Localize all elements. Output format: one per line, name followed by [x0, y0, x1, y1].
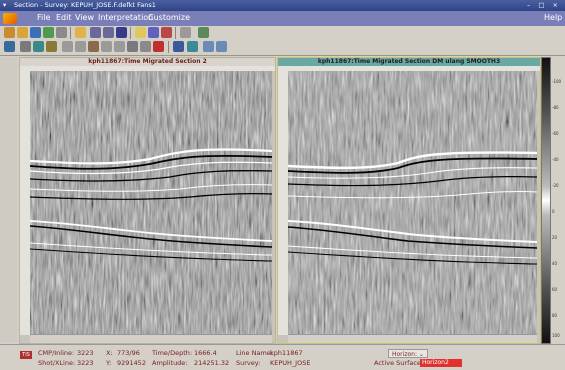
colorbar-tick: 20 — [552, 235, 558, 240]
time-axis — [20, 71, 30, 335]
window-titlebar: ▾ Section - Survey: KEPUH_JOSE.F.defkt F… — [0, 0, 565, 11]
toolbar-separator — [70, 27, 71, 39]
menubar: File Edit View Interpretation Customize … — [0, 11, 565, 26]
colorbar-tick: -20 — [552, 183, 559, 188]
select-icon[interactable] — [75, 41, 86, 52]
toolbar-separator — [175, 27, 176, 39]
horizon-dropdown[interactable]: Horizon: ⌄ — [388, 349, 428, 358]
line-name-value: kph11867 — [270, 349, 303, 357]
colorbar-tick: -60 — [552, 131, 559, 136]
x-label: X: — [106, 349, 113, 357]
seismic-section-1[interactable] — [30, 71, 272, 335]
colorbar-tick: -100 — [552, 79, 562, 84]
panel-title: kph11867:Time Migrated Section 2 — [20, 58, 275, 66]
left-strip — [0, 57, 17, 342]
zoom-out-icon[interactable] — [103, 27, 114, 38]
app-logo-icon — [3, 13, 17, 24]
help-cursor-icon[interactable] — [62, 41, 73, 52]
toolbar-separator — [168, 41, 169, 53]
menu-customize[interactable]: Customize — [148, 13, 190, 22]
fault-pick-icon[interactable] — [161, 27, 172, 38]
print-icon[interactable] — [56, 27, 67, 38]
menu-interpretation[interactable]: Interpretation — [98, 13, 154, 22]
zoom-fit-icon[interactable] — [116, 27, 127, 38]
list-icon[interactable] — [180, 27, 191, 38]
trace-axis — [20, 66, 275, 71]
pencil-icon[interactable] — [88, 41, 99, 52]
amplitude-value: 214251.32 — [194, 359, 230, 367]
time-axis — [278, 71, 288, 335]
settings-icon[interactable] — [198, 27, 209, 38]
panel-title: kph11867:Time Migrated Section DM ulang … — [278, 58, 540, 66]
cmp-label: CMP/Inline: — [38, 349, 75, 357]
menu-help[interactable]: Help — [544, 13, 563, 22]
section-panel-1: kph11867:Time Migrated Section 2 — [19, 57, 276, 344]
colorbar-tick: 100 — [552, 333, 560, 338]
amplitude-label: Amplitude: — [152, 359, 188, 367]
line-icon[interactable] — [127, 41, 138, 52]
move-icon[interactable] — [46, 41, 57, 52]
menu-file[interactable]: File — [37, 13, 51, 22]
target-icon[interactable] — [153, 41, 164, 52]
trace-axis — [278, 66, 540, 71]
toolbar-separator — [130, 27, 131, 39]
active-surface-label: Active Surface: — [374, 359, 424, 367]
wiggle-icon[interactable] — [135, 27, 146, 38]
amplitude-colorbar — [541, 57, 551, 344]
x-value: 773/96 — [117, 349, 140, 357]
colorbar-tick: 40 — [552, 261, 558, 266]
shot-label: Shot/XLine: — [38, 359, 76, 367]
tile-icon[interactable] — [203, 41, 214, 52]
zoom-in-icon[interactable] — [90, 27, 101, 38]
window-controls[interactable]: – □ × — [527, 1, 561, 9]
seismic-section-2[interactable] — [288, 71, 537, 335]
system-menu-icon[interactable]: ▾ — [3, 1, 7, 9]
export-icon[interactable] — [43, 27, 54, 38]
colorbar-tick: 0 — [552, 209, 555, 214]
survey-value: KEPUH_JOSE — [270, 359, 311, 367]
horizon-pick-icon[interactable] — [148, 27, 159, 38]
palette-icon[interactable] — [75, 27, 86, 38]
colorbar-tick: -80 — [552, 105, 559, 110]
y-label: Y: — [106, 359, 112, 367]
line-name-label: Line Name: — [236, 349, 273, 357]
cmp-value: 3223 — [77, 349, 94, 357]
toolbar-tools — [0, 40, 565, 56]
colorbar-tick: 60 — [552, 287, 558, 292]
view-3d-icon[interactable] — [187, 41, 198, 52]
y-value: 9291452 — [117, 359, 146, 367]
pointer-icon[interactable] — [20, 41, 31, 52]
mode-badge[interactable]: TIS — [20, 351, 32, 359]
menu-view[interactable]: View — [75, 13, 94, 22]
horizon-dropdown-label: Horizon: — [392, 351, 417, 358]
save-icon[interactable] — [30, 27, 41, 38]
window-title: Section - Survey: KEPUH_JOSE.F.defkt Fan… — [14, 1, 156, 9]
horizontal-scrollbar[interactable] — [30, 334, 272, 343]
time-depth-value: 1666.4 — [194, 349, 217, 357]
colorbar-scale: -100 -80 -60 -40 -20 0 20 40 60 80 100 — [551, 57, 565, 342]
colorbar-tick: 80 — [552, 313, 558, 318]
layout-icon[interactable] — [4, 41, 15, 52]
brush-icon[interactable] — [114, 41, 125, 52]
lasso-icon[interactable] — [101, 41, 112, 52]
overlay-icon[interactable] — [216, 41, 227, 52]
menu-edit[interactable]: Edit — [56, 13, 72, 22]
section-panel-2: kph11867:Time Migrated Section DM ulang … — [277, 57, 541, 344]
toolbar-main — [0, 26, 565, 40]
angle-icon[interactable] — [140, 41, 151, 52]
horizontal-scrollbar[interactable] — [288, 334, 537, 343]
survey-label: Survey: — [236, 359, 261, 367]
colorbar-tick: -40 — [552, 157, 559, 162]
pan-icon[interactable] — [33, 41, 44, 52]
view-map-icon[interactable] — [173, 41, 184, 52]
open-icon[interactable] — [4, 27, 15, 38]
time-depth-label: Time/Depth: — [152, 349, 193, 357]
active-surface-value[interactable]: Horizon2 — [420, 359, 462, 367]
shot-value: 3223 — [77, 359, 94, 367]
folder-icon[interactable] — [17, 27, 28, 38]
status-bar: TIS CMP/Inline: 3223 Shot/XLine: 3223 X:… — [0, 344, 565, 370]
